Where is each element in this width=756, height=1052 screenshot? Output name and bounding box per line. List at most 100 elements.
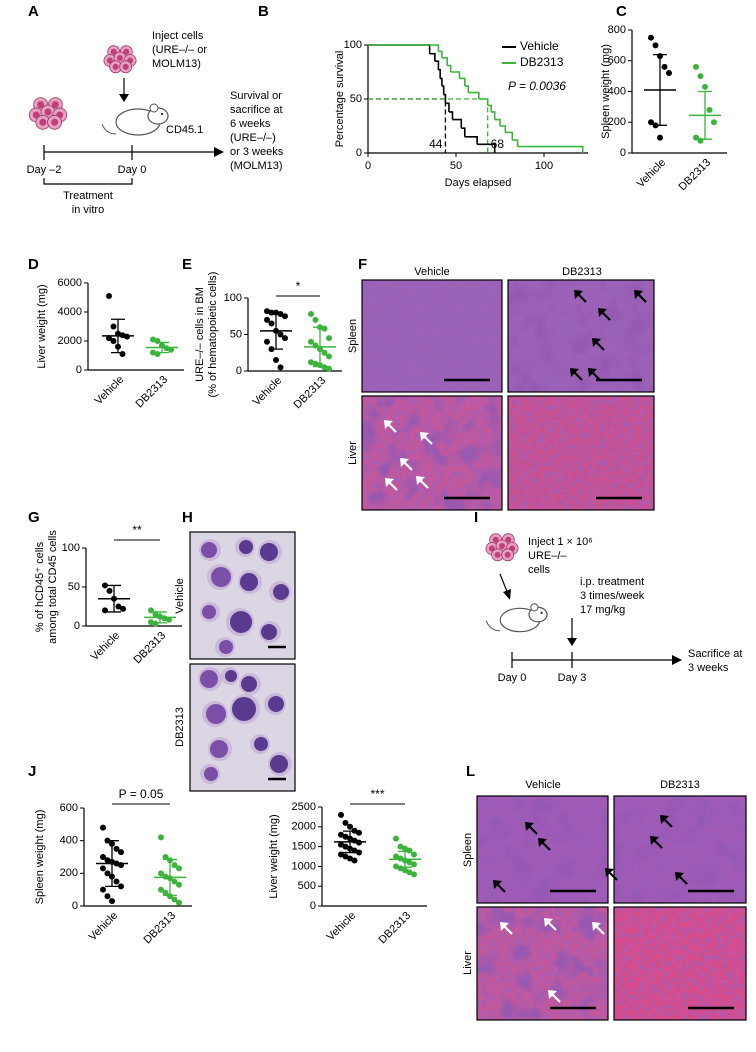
panel-label: E [182, 256, 192, 273]
treatment-text: 17 mg/kg [580, 604, 625, 616]
frame [476, 795, 609, 904]
data-point [347, 823, 353, 830]
arrowhead [493, 880, 502, 889]
outcome-text: Survival or [230, 90, 282, 102]
survival-step [440, 77, 443, 87]
nucleus [200, 670, 218, 688]
survival-step [448, 111, 454, 120]
y-tick-label: 0 [72, 900, 78, 912]
marker-text: CD45.1 [166, 124, 203, 136]
data-point [342, 833, 349, 840]
row-label: Spleen [462, 833, 474, 867]
frame [476, 906, 609, 1021]
p-value: P = 0.0036 [508, 79, 566, 93]
nucleus [51, 118, 59, 126]
nucleus [202, 605, 216, 619]
survival-step [478, 98, 489, 106]
nucleus [32, 111, 40, 119]
arrowhead [672, 655, 682, 665]
y-tick-label: 50 [68, 581, 80, 593]
nucleus [230, 611, 252, 633]
arrowhead [660, 815, 669, 824]
x-tick-label: 0 [365, 160, 371, 172]
data-point [118, 849, 124, 856]
nucleus [219, 640, 233, 654]
x-tick-label: DB2313 [142, 910, 179, 947]
infiltrate [477, 796, 608, 903]
y-tick-label: 4000 [58, 306, 82, 318]
arrowhead [538, 838, 547, 847]
y-axis-label: URE–/– cells in BM [194, 287, 206, 382]
y-tick-label: 50 [350, 93, 362, 105]
data-point [282, 313, 288, 320]
data-point [397, 843, 404, 850]
data-point [406, 869, 413, 876]
diagram-a: Inject cells (URE–/– or MOLM13) CD45.1 S… [27, 30, 284, 216]
data-point [118, 883, 124, 890]
arrowhead [525, 822, 534, 831]
survival-step [477, 143, 496, 153]
error-bar [153, 611, 167, 624]
data-point [338, 811, 344, 818]
inject-text: cells [528, 564, 551, 576]
day-label: Day 0 [498, 672, 527, 684]
infiltrate [362, 396, 502, 510]
arrowhead [503, 589, 511, 600]
y-axis-label: Liver weight (mg) [268, 814, 280, 898]
survival-step [468, 91, 480, 99]
data-point [176, 865, 182, 872]
column-label: Vehicle [525, 779, 560, 791]
data-point [100, 854, 106, 860]
nucleus [232, 697, 256, 721]
data-point [264, 338, 270, 345]
arrowhead [544, 918, 553, 927]
panel-label: F [358, 256, 367, 273]
survival-step [505, 131, 514, 141]
data-point [268, 320, 275, 327]
survival-step [461, 127, 466, 137]
survival-step [368, 44, 431, 54]
data-point [406, 859, 413, 866]
y-tick-label: 0 [310, 900, 316, 912]
bracket [43, 178, 133, 185]
x-tick-label: DB2313 [377, 910, 414, 947]
data-point [411, 861, 417, 868]
nucleus [254, 737, 268, 751]
inject-text: MOLM13) [152, 58, 201, 70]
texture [614, 907, 746, 1020]
significance-label: * [296, 279, 301, 293]
data-point [693, 134, 699, 141]
data-point [152, 611, 159, 618]
data-point [411, 871, 417, 878]
survival-step [512, 139, 519, 147]
data-point [648, 119, 654, 126]
median-line [368, 98, 489, 153]
x-tick-label: 100 [535, 160, 553, 172]
y-tick-label: 400 [608, 85, 626, 97]
nucleus [211, 567, 231, 587]
data-point [702, 83, 708, 90]
data-point [166, 616, 172, 623]
arrowhead [588, 368, 597, 377]
data-point [102, 582, 108, 589]
data-point [308, 338, 314, 345]
arrowhead [598, 308, 607, 317]
error-bar [398, 850, 412, 868]
data-point [693, 63, 699, 70]
column-label: DB2313 [562, 266, 602, 278]
legend-label: DB2313 [520, 55, 564, 69]
data-point [711, 119, 717, 126]
arrowhead [650, 836, 659, 845]
y-axis-label: among total CD45 cells [47, 530, 59, 644]
inject-text: (URE–/– or [152, 44, 207, 56]
frame [189, 663, 296, 792]
significance-label: *** [370, 787, 384, 801]
data-point [661, 63, 668, 70]
x-tick-label: DB2313 [677, 157, 714, 194]
y-tick-label: 600 [60, 802, 78, 814]
survival-step [434, 60, 440, 70]
survival-step [441, 85, 445, 95]
data-point [347, 855, 353, 862]
outcome-text: (URE–/–) [230, 132, 276, 144]
